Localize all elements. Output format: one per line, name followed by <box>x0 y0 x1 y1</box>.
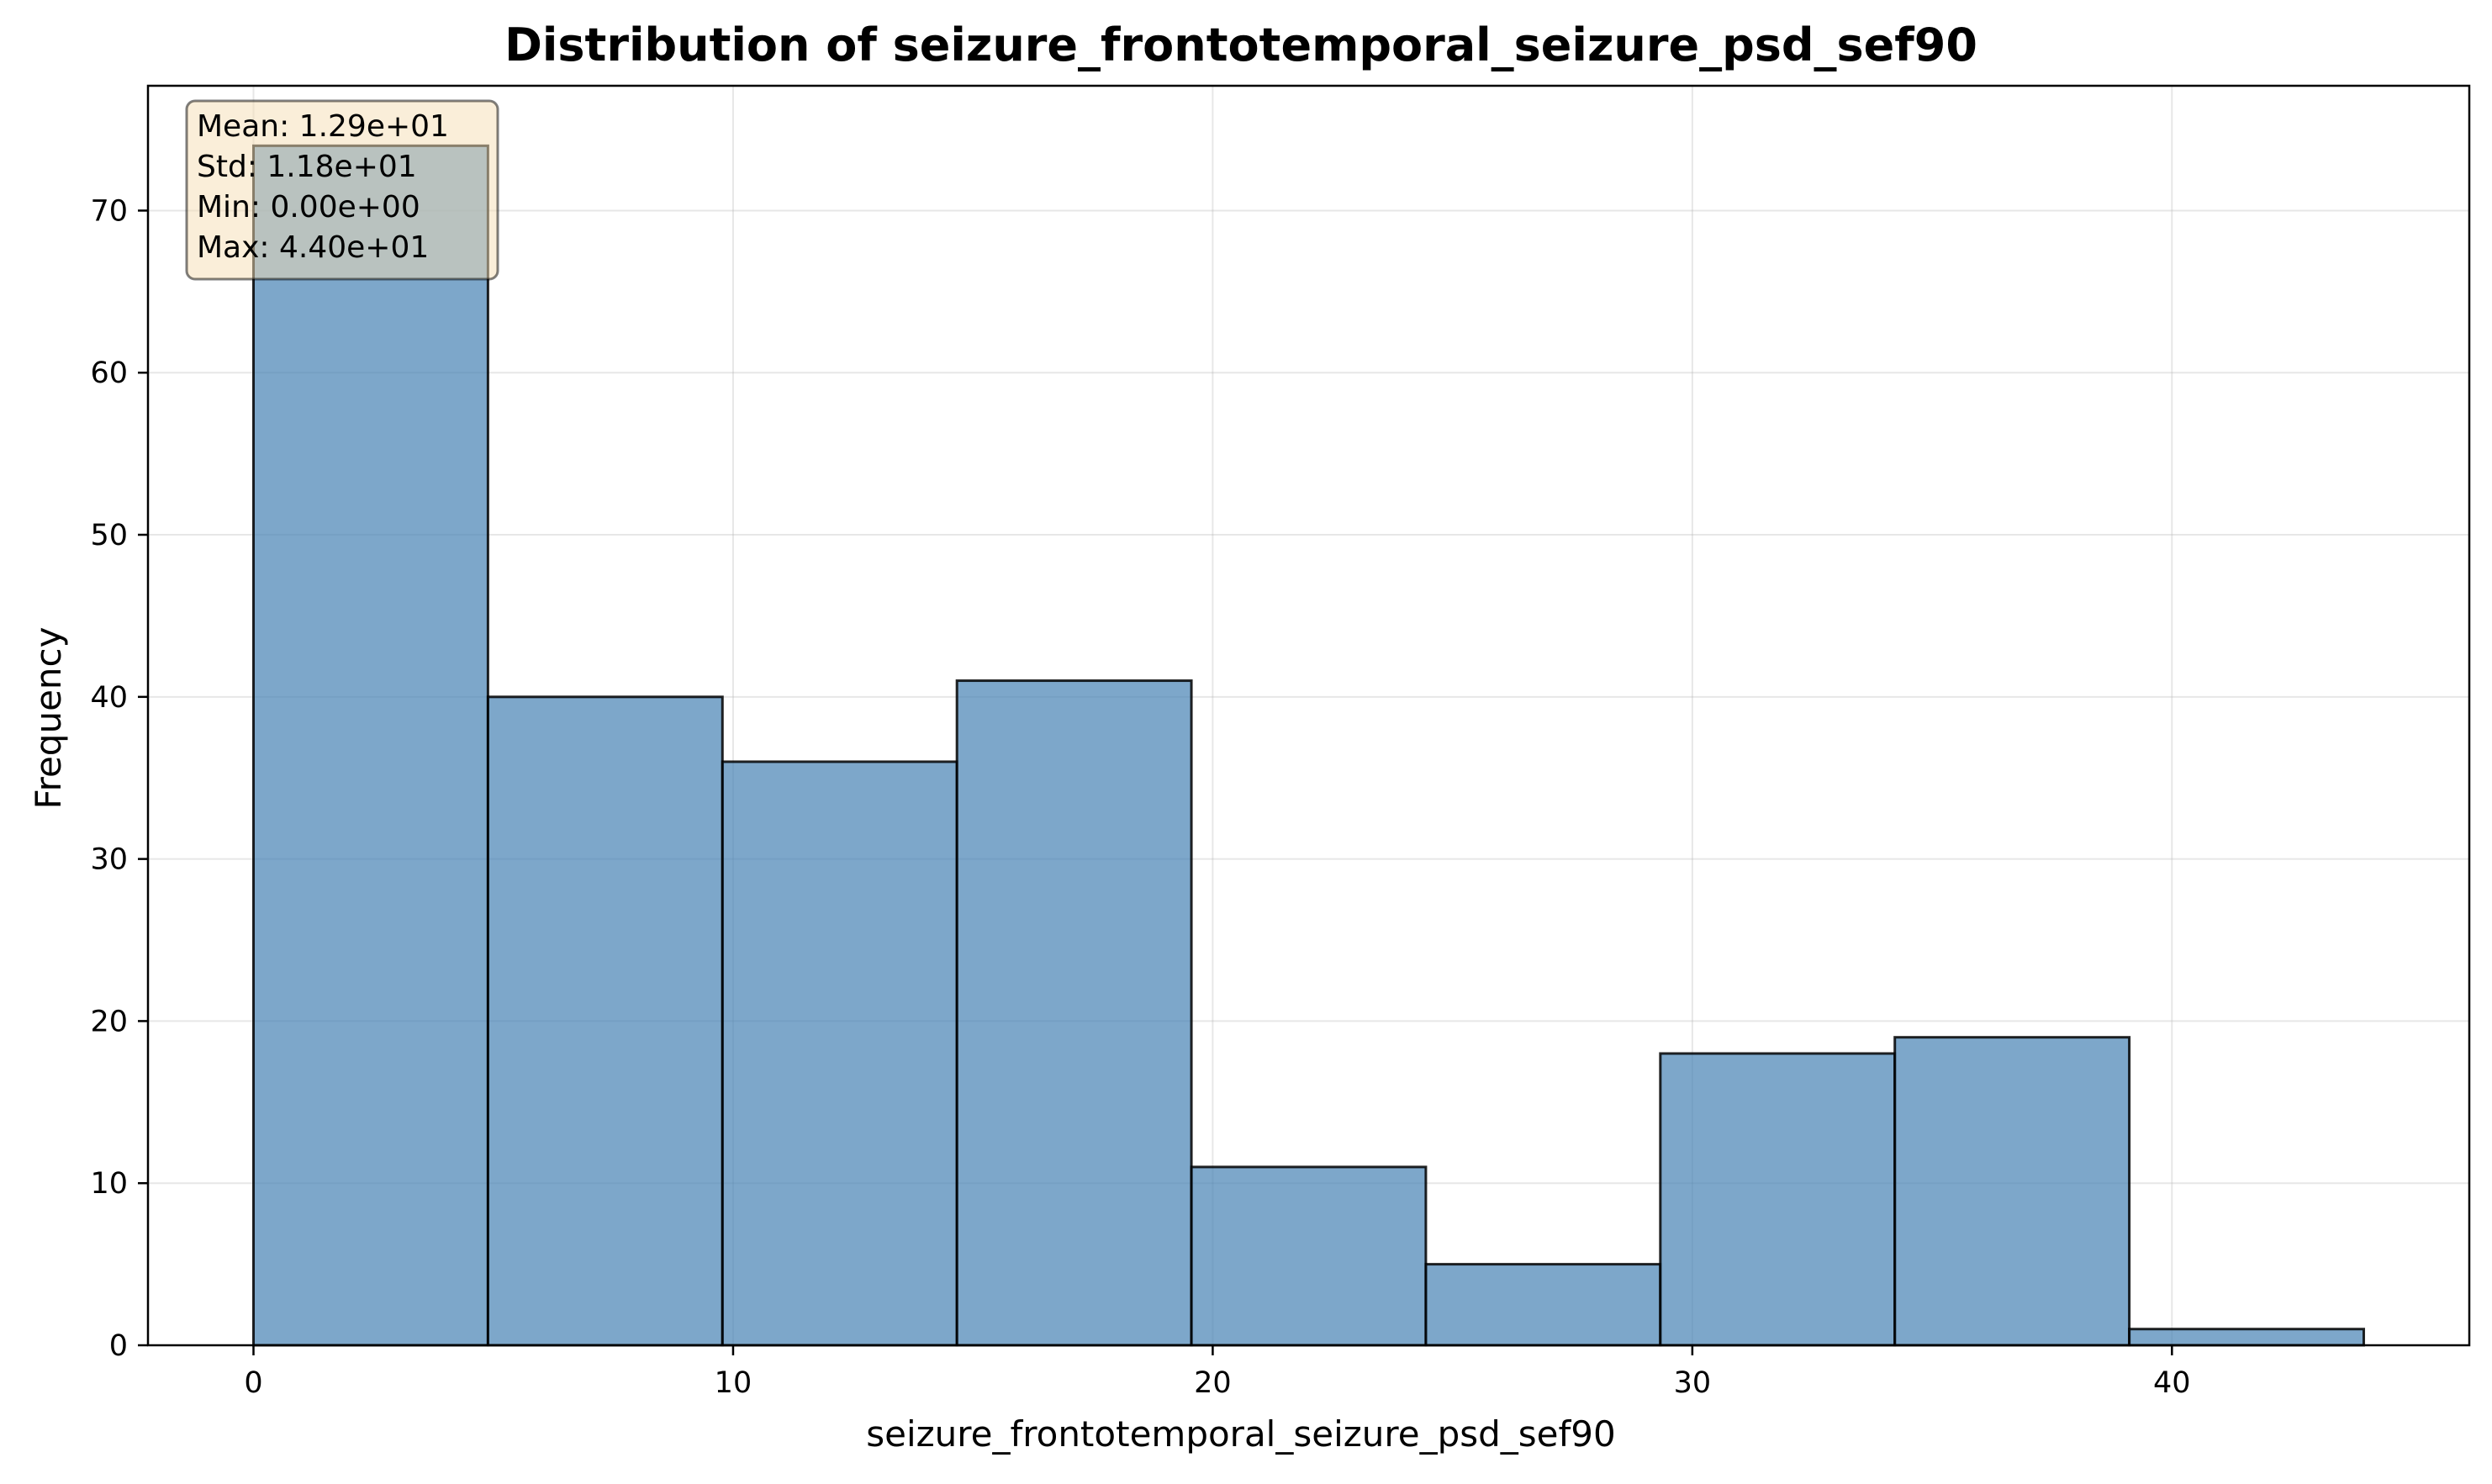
histogram-bars <box>252 144 2365 1347</box>
y-axis-label: Frequency <box>28 627 69 810</box>
histogram-bar <box>721 760 958 1347</box>
x-tick-label: 10 <box>715 1366 752 1400</box>
stats-line: Mean: 1.29e+01 <box>197 109 449 144</box>
stats-box-background <box>185 99 499 281</box>
histogram-bar <box>1659 1052 1897 1347</box>
histogram-bar <box>486 695 724 1347</box>
histogram-bar <box>955 679 1193 1347</box>
histogram-bar <box>2128 1328 2365 1347</box>
stats-box: Mean: 1.29e+01 Std: 1.18e+01 Min: 0.00e+00… <box>185 99 499 281</box>
histogram-bar <box>1190 1165 1428 1347</box>
histogram-bar <box>1424 1263 1662 1347</box>
stats-line: Max: 4.40e+01 <box>197 230 429 265</box>
chart-title: Distribution of seizure_frontotemporal_s… <box>504 18 1977 71</box>
y-tick-label: 30 <box>90 843 128 877</box>
x-axis-label: seizure_frontotemporal_seizure_psd_sef90 <box>866 1413 1616 1455</box>
tick-labels: 0 10 20 30 40 0 10 20 30 40 50 60 70 <box>90 194 2190 1400</box>
histogram-bar <box>252 144 489 1347</box>
plot-frame <box>146 84 2471 1347</box>
y-tick-label: 70 <box>90 194 128 228</box>
y-tick-label: 20 <box>90 1005 128 1038</box>
y-tick-label: 40 <box>90 681 128 715</box>
y-tick-label: 50 <box>90 519 128 552</box>
x-tick-label: 30 <box>1674 1366 1712 1400</box>
y-tick-label: 60 <box>90 356 128 390</box>
x-tick-label: 0 <box>244 1366 262 1400</box>
x-tick-label: 20 <box>1194 1366 1232 1400</box>
x-tick-label: 40 <box>2153 1366 2191 1400</box>
y-tick-label: 10 <box>90 1167 128 1201</box>
stats-line: Min: 0.00e+00 <box>197 190 420 224</box>
y-tick-label: 0 <box>109 1329 128 1363</box>
histogram-bar <box>1893 1036 2131 1347</box>
stats-line: Std: 1.18e+01 <box>197 150 417 184</box>
axes <box>138 84 2471 1355</box>
